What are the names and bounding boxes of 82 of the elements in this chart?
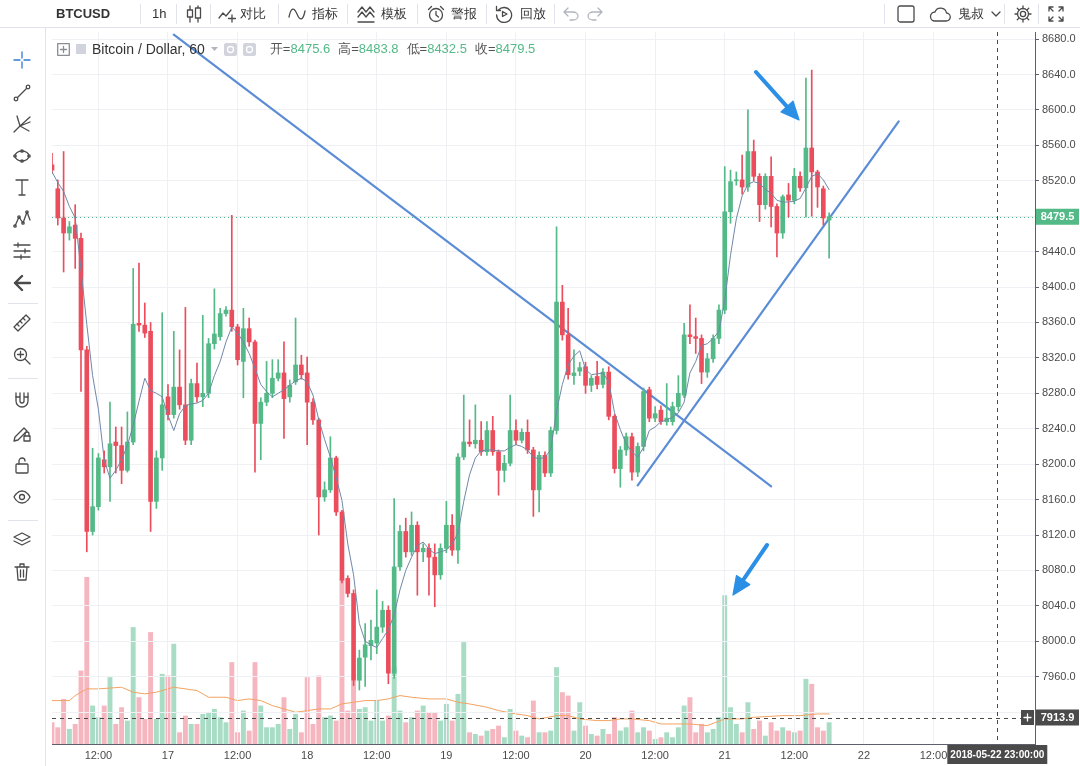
x-tick-label: 20 [579,748,592,761]
bar [826,722,832,744]
ref-line-label: 8479.5 [1040,210,1075,223]
y-tick-label: 8400.0 [1042,280,1076,293]
bar [739,732,745,744]
candlestick [461,394,467,461]
x-tick-label: 12:00 [919,748,948,761]
y-tick-label: 8680.0 [1042,32,1076,45]
bar [420,705,426,744]
y-tick-label: 8440.0 [1042,244,1076,257]
text: 鬼叔 [958,6,984,22]
annotation: 收=8479.5 [474,41,536,56]
bar [629,710,635,744]
bar [478,735,484,744]
x-tick-label: 17 [161,748,175,761]
y-tick-label: 8040.0 [1042,598,1076,611]
bar [101,705,107,744]
bar [588,733,594,744]
candlestick [362,623,368,687]
y-tick-label: 8320.0 [1042,350,1076,363]
bar [594,735,600,744]
text: BTCUSD [56,6,111,22]
bar [536,732,542,744]
bar [646,730,652,744]
bar [780,727,786,744]
bar [467,732,473,744]
x-tick-label: 12:00 [223,748,252,761]
y-tick-label: 8640.0 [1042,67,1076,80]
x-tick-label: 12:00 [780,748,809,761]
text: 指标 [312,6,338,22]
bar [409,717,415,744]
x-tick-label: 18 [301,748,314,761]
x-tick-label: 12:00 [502,748,530,761]
y-tick-label: 8160.0 [1042,492,1076,505]
ref-line-label: 7913.9 [1040,711,1075,724]
y-tick-label: 8120.0 [1042,528,1076,541]
y-tick-label: 8360.0 [1042,315,1076,328]
bar [66,728,72,744]
y-tick-label: 8560.0 [1042,138,1076,151]
x-tick-label: 12:00 [363,748,391,761]
bar [188,723,194,744]
y-tick-label: 8520.0 [1042,173,1076,186]
y-tick-label: 8600.0 [1042,102,1076,115]
text: 回放 [520,6,546,22]
bar [414,710,420,744]
x-tick-label: 19 [440,748,453,761]
bar [403,722,409,744]
bar [449,720,455,744]
bar [542,732,548,744]
text: 警报 [451,6,477,22]
bar [658,737,664,744]
bar [745,702,751,744]
bar [240,710,246,744]
candlestick [809,69,815,217]
text: 模板 [381,6,407,22]
y-tick-label: 7960.0 [1042,669,1076,682]
y-tick-label: 8200.0 [1042,457,1076,470]
bar [786,730,791,744]
y-tick-label: 8000.0 [1042,634,1076,647]
text: 1h [152,6,167,22]
annotation: 开=8475.6 [269,41,331,56]
annotation: 低=8432.5 [406,41,467,56]
bar [797,730,803,744]
bar [484,730,490,744]
x-tick-label: 22 [857,748,871,761]
x-tick-label: 12:00 [84,748,113,761]
bar [385,715,391,744]
y-tick-label: 8240.0 [1042,421,1076,434]
x-tick-label: 12:00 [641,748,669,761]
text: 对比 [240,6,266,22]
x-tick-label: 21 [718,748,731,761]
bar [472,733,478,744]
ref-line-label: 2018-05-22 23:00:00 [950,748,1045,760]
bar [803,678,809,744]
bar [762,735,768,744]
y-tick-label: 8280.0 [1042,386,1076,399]
bar [519,735,525,744]
bar [600,728,606,744]
candlestick [229,214,235,332]
annotation: 高=8483.8 [338,41,399,56]
y-tick-label: 8080.0 [1042,563,1076,576]
bar [171,643,177,744]
